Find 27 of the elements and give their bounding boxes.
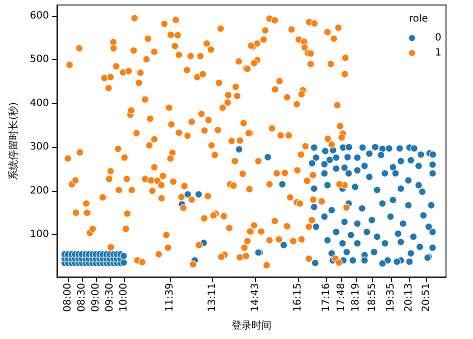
- x-tick-label: 17:48: [336, 283, 347, 312]
- y-axis-title: 系统停留时长(秒): [8, 102, 20, 180]
- x-tick-label: 08:00: [62, 283, 74, 312]
- y-tick-label: 600: [30, 10, 49, 22]
- x-tick-label: 19:35: [386, 283, 397, 312]
- x-axis-title: 登录时间: [232, 320, 272, 332]
- legend-label: 0: [435, 32, 442, 44]
- y-tick-label: 500: [30, 54, 49, 66]
- legend-title: role: [409, 14, 428, 24]
- x-tick-label: 16:15: [292, 283, 304, 312]
- x-tick-label: 18:19: [350, 283, 362, 312]
- x-tick-label: 14:43: [250, 283, 261, 312]
- y-tick-label: 300: [30, 142, 49, 153]
- legend-label: 1: [435, 48, 442, 58]
- x-tick-label: 20:51: [420, 283, 432, 312]
- x-tick-label: 20:13: [403, 283, 414, 312]
- x-tick-label: 13:11: [207, 283, 218, 312]
- x-tick-label: 11:39: [164, 283, 176, 312]
- x-tick-label: 09:00: [90, 283, 102, 312]
- y-tick-label: 200: [30, 185, 49, 196]
- x-tick-label: 10:00: [118, 283, 130, 312]
- y-tick-label: 400: [30, 98, 49, 109]
- x-tick-label: 17:16: [321, 283, 332, 312]
- x-tick-label: 08:30: [76, 283, 88, 312]
- y-tick-label: 100: [30, 229, 49, 240]
- x-tick-label: 18:55: [367, 283, 378, 312]
- x-tick-label: 09:30: [104, 283, 116, 312]
